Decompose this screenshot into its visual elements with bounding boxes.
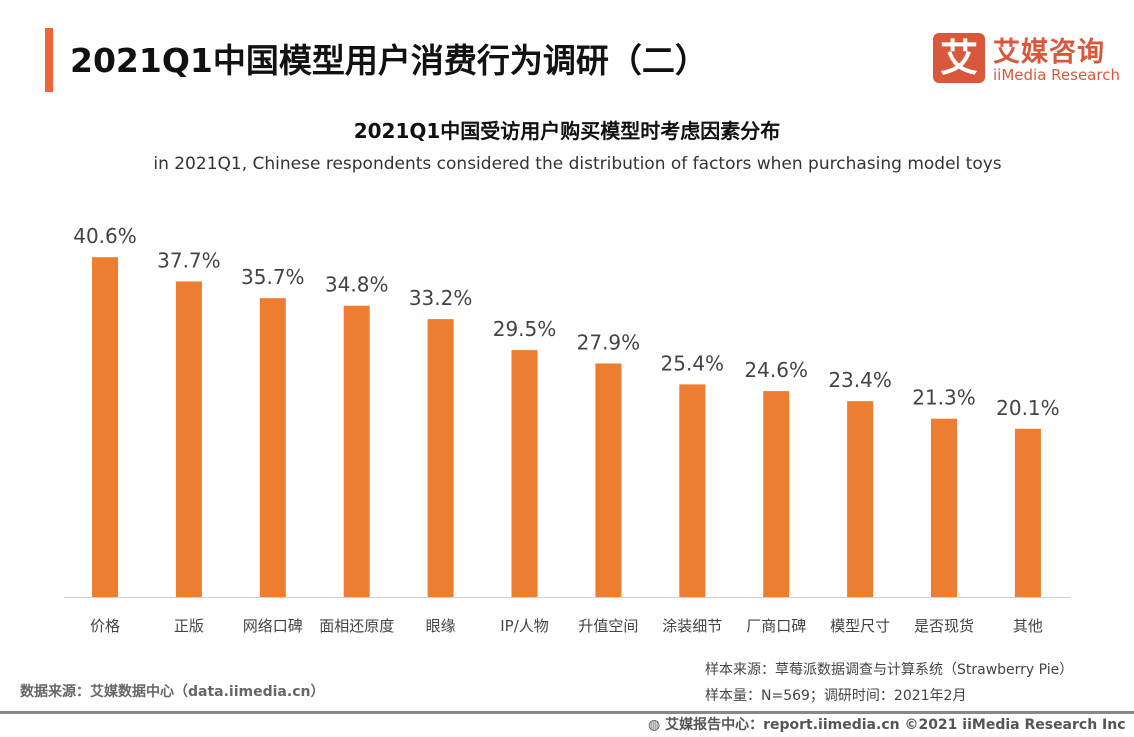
- x-tick-label: 其他: [1013, 617, 1043, 635]
- data-label: 25.4%: [661, 351, 725, 375]
- bar-chart: 40.6% 价格 37.7% 正版 35.7% 网络口碑 34.8% 面相还原度 33.2% 眼缘…: [64, 224, 1071, 635]
- bar: [343, 305, 370, 597]
- x-tick-label: 网络口碑: [243, 617, 303, 635]
- bar: [931, 418, 957, 597]
- footer-divider: [0, 711, 1134, 714]
- data-label: 29.5%: [493, 317, 557, 341]
- chart-title: 2021Q1中国受访用户购买模型时考虑因素分布: [353, 119, 781, 143]
- logo-cn: 艾媒咨询: [993, 37, 1105, 68]
- x-tick-label: 厂商口碑: [746, 617, 806, 635]
- data-source: 数据来源：艾媒数据中心（data.iimedia.cn）: [20, 684, 325, 700]
- bar: [92, 257, 118, 597]
- data-label: 27.9%: [577, 330, 641, 354]
- sample-source: 样本来源：草莓派数据调查与计算系统（Strawberry Pie）: [705, 662, 1074, 678]
- page-title: 2021Q1中国模型用户消费行为调研（二）: [70, 41, 708, 80]
- x-tick-label: IP/人物: [500, 617, 549, 635]
- data-label: 20.1%: [996, 396, 1060, 420]
- x-tick-label: 正版: [174, 617, 204, 635]
- data-label: 23.4%: [828, 368, 892, 392]
- report-text: 艾媒报告中心：report.iimedia.cn ©2021 iiMedia R…: [665, 717, 1126, 733]
- bar: [259, 298, 286, 597]
- x-tick-label: 眼缘: [426, 617, 456, 635]
- bar: [763, 391, 790, 597]
- x-tick-label: 涂装细节: [662, 617, 722, 635]
- report-footer: ◍ 艾媒报告中心：report.iimedia.cn ©2021 iiMedia…: [648, 714, 1126, 734]
- data-label: 37.7%: [157, 248, 221, 272]
- data-label: 40.6%: [73, 224, 137, 248]
- globe-icon: ◍: [648, 717, 666, 733]
- data-label: 34.8%: [325, 273, 389, 297]
- data-label: 33.2%: [409, 286, 473, 310]
- data-label: 24.6%: [744, 358, 808, 382]
- bar: [175, 281, 202, 597]
- x-tick-label: 是否现货: [914, 617, 974, 635]
- x-tick-label: 升值空间: [578, 617, 638, 635]
- bar: [595, 363, 622, 597]
- data-label: 21.3%: [912, 386, 976, 410]
- bar: [1014, 428, 1041, 597]
- bar: [679, 384, 706, 597]
- logo-icon: 艾: [933, 33, 985, 83]
- bar: [847, 401, 874, 597]
- title-accent-bar: [45, 28, 53, 92]
- sample-size: 样本量：N=569；调研时间：2021年2月: [705, 688, 967, 704]
- x-tick-label: 模型尺寸: [830, 617, 890, 635]
- bar: [511, 350, 538, 597]
- chart-subtitle: in 2021Q1, Chinese respondents considere…: [153, 154, 1002, 174]
- x-tick-label: 价格: [90, 617, 120, 635]
- data-label: 35.7%: [241, 265, 305, 289]
- bar: [427, 319, 454, 597]
- x-tick-label: 面相还原度: [319, 617, 394, 635]
- logo-en: iiMedia Research: [993, 66, 1120, 84]
